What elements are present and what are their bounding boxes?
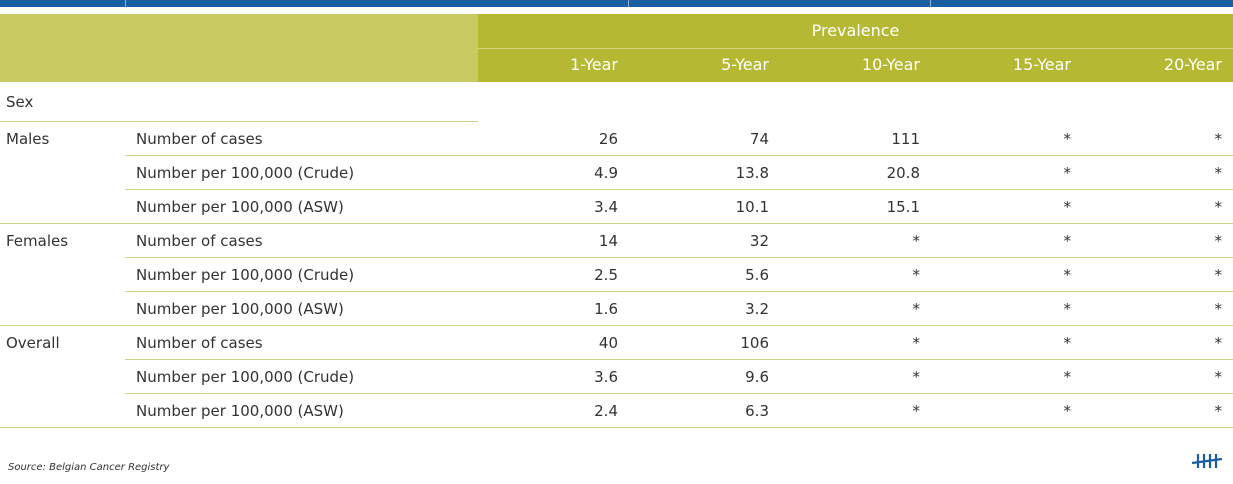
column-header: 20-Year	[1163, 55, 1222, 74]
cell-value: *	[1214, 300, 1223, 318]
cell-value: 5.6	[745, 266, 769, 284]
cell-value: *	[1214, 402, 1223, 420]
row-line	[125, 189, 1233, 190]
row-line	[125, 257, 1233, 258]
column-header: 15-Year	[1012, 55, 1071, 74]
logo	[1191, 454, 1223, 468]
cell-value: 3.6	[594, 368, 618, 386]
cell-value: 106	[740, 334, 769, 352]
cell-value: 10.1	[735, 198, 769, 216]
cell-value: *	[1063, 130, 1072, 148]
cell-value: *	[1214, 164, 1223, 182]
row-line	[125, 393, 1233, 394]
cell-value: 2.4	[594, 402, 618, 420]
top-bar-divider	[125, 0, 126, 7]
header-divider	[478, 48, 1233, 49]
row-line	[125, 359, 1233, 360]
cell-value: *	[1063, 198, 1072, 216]
cell-value: *	[912, 368, 921, 386]
cell-value: *	[1063, 232, 1072, 250]
row-label: Number per 100,000 (Crude)	[136, 266, 355, 284]
cell-value: 3.4	[594, 198, 618, 216]
cell-value: *	[1214, 198, 1223, 216]
row-line	[0, 325, 1233, 326]
cell-value: *	[1214, 334, 1223, 352]
row-line	[125, 155, 1233, 156]
header-left	[0, 14, 478, 82]
cell-value: 26	[598, 130, 618, 148]
cell-value: *	[1063, 300, 1072, 318]
cell-value: *	[1214, 130, 1223, 148]
cell-value: *	[1214, 266, 1223, 284]
cell-value: *	[1063, 368, 1072, 386]
top-bar	[0, 0, 1233, 7]
cell-value: *	[912, 334, 921, 352]
header-columns-bg	[478, 49, 1233, 82]
cell-value: *	[912, 266, 921, 284]
cell-value: *	[912, 232, 921, 250]
row-label: Number per 100,000 (ASW)	[136, 198, 344, 216]
row-label: Number per 100,000 (Crude)	[136, 164, 355, 182]
cell-value: *	[912, 300, 921, 318]
row-line	[125, 291, 1233, 292]
cell-value: 20.8	[886, 164, 920, 182]
cell-value: 14	[598, 232, 618, 250]
cell-value: 1.6	[594, 300, 618, 318]
cell-value: *	[1063, 164, 1072, 182]
row-label: Number of cases	[136, 232, 263, 250]
cell-value: *	[1063, 266, 1072, 284]
cell-value: 13.8	[735, 164, 769, 182]
cell-value: *	[912, 402, 921, 420]
cell-value: *	[1063, 402, 1072, 420]
row-label: Number of cases	[136, 334, 263, 352]
cell-value: 15.1	[886, 198, 920, 216]
cell-value: *	[1063, 334, 1072, 352]
top-bar-divider	[628, 0, 629, 7]
cell-value: 9.6	[745, 368, 769, 386]
column-header: 10-Year	[861, 55, 920, 74]
cell-value: 74	[749, 130, 769, 148]
cell-value: 3.2	[745, 300, 769, 318]
group-label: Males	[6, 130, 50, 148]
row-line	[0, 427, 1233, 428]
cell-value: 6.3	[745, 402, 769, 420]
row-label: Number of cases	[136, 130, 263, 148]
row-line	[0, 223, 1233, 224]
cell-value: 32	[749, 232, 769, 250]
row-label: Number per 100,000 (Crude)	[136, 368, 355, 386]
source: Source: Belgian Cancer Registry	[8, 462, 170, 473]
cell-value: *	[1214, 368, 1223, 386]
column-header: 5-Year	[721, 55, 769, 74]
row-line	[0, 121, 478, 122]
top-bar-divider	[930, 0, 931, 7]
cell-value: 4.9	[594, 164, 618, 182]
cell-value: 40	[598, 334, 618, 352]
row-label: Number per 100,000 (ASW)	[136, 402, 344, 420]
cell-value: 111	[891, 130, 920, 148]
row-label: Number per 100,000 (ASW)	[136, 300, 344, 318]
section-label: Sex	[6, 93, 34, 111]
column-header: 1-Year	[570, 55, 618, 74]
group-label: Females	[6, 232, 69, 250]
cell-value: 2.5	[594, 266, 618, 284]
header-prevalence-bg	[478, 14, 1233, 48]
group-label: Overall	[6, 334, 60, 352]
cell-value: *	[1214, 232, 1223, 250]
prevalence-header: Prevalence	[811, 21, 900, 40]
